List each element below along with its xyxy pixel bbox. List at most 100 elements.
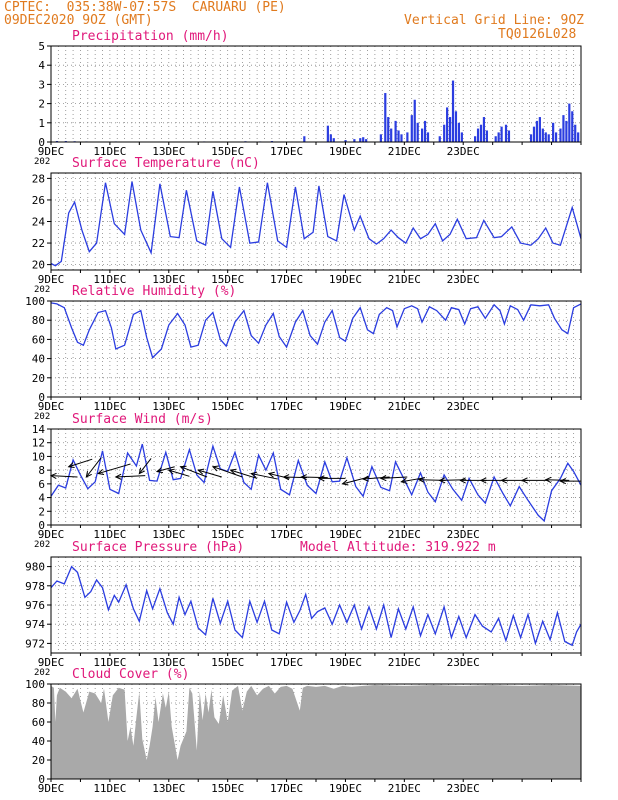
- cloud-ytick-label: 80: [32, 697, 45, 710]
- cloud-xtick-label: 19DEC: [329, 782, 362, 795]
- precip-bar: [365, 139, 368, 142]
- precip-bar: [443, 124, 446, 142]
- temp-ytick-label: 20: [32, 259, 45, 272]
- rh-xtick-label: 11DEC: [93, 400, 126, 413]
- press-xtick-label: 9DEC: [38, 656, 65, 669]
- wind-ytick-label: 14: [32, 423, 46, 436]
- cloud-ytick-label: 60: [32, 716, 45, 729]
- precip-bar: [554, 132, 558, 142]
- press-ytick-label: 978: [25, 580, 45, 593]
- rh-ytick-label: 0: [38, 391, 45, 404]
- cloud-xtick-label: 13DEC: [152, 782, 185, 795]
- precip-bar: [559, 128, 562, 142]
- wind-xtick-label: 17DEC: [270, 528, 303, 541]
- temp-ytick-label: 28: [32, 172, 45, 185]
- temp-ytick-label: 24: [32, 216, 46, 229]
- cloud-ytick-label: 20: [32, 754, 45, 767]
- wind-arrow-head: [559, 478, 567, 485]
- precip-bar: [541, 128, 544, 142]
- rh-xtick-label: 17DEC: [270, 400, 303, 413]
- precip-bar: [416, 122, 419, 142]
- press-ytick-label: 980: [25, 561, 45, 574]
- wind-arrow: [212, 466, 243, 478]
- wind-arrow: [138, 458, 152, 474]
- precip-ytick-label: 1: [38, 117, 45, 130]
- precip-bar: [474, 136, 477, 142]
- rh-ytick-label: 100: [25, 295, 45, 308]
- precip-bar: [538, 117, 541, 142]
- precip-bar: [384, 93, 387, 142]
- press-xtick-label: 15DEC: [211, 656, 244, 669]
- precip-bar: [332, 138, 335, 142]
- precip-bar: [457, 122, 461, 142]
- wind-arrow-head: [85, 471, 92, 478]
- precip-bar: [410, 115, 413, 142]
- cloud-title: Cloud Cover (%): [72, 667, 190, 682]
- precip-bar: [390, 128, 393, 142]
- wind-arrow: [251, 473, 278, 480]
- precip-bar: [571, 111, 574, 142]
- precip-bar: [379, 134, 382, 142]
- wind-arrow-head: [114, 473, 122, 480]
- press-ytick-label: 974: [25, 618, 45, 631]
- precip-bar: [406, 132, 409, 142]
- press-title: Surface Pressure (hPa): [72, 540, 245, 555]
- precip-bar: [454, 111, 458, 142]
- rh-ytick-label: 20: [32, 372, 45, 385]
- wind-arrow-head: [197, 468, 205, 475]
- temp-title: Surface Temperature (nC): [72, 156, 260, 171]
- precip-bar: [362, 137, 365, 142]
- wind-ytick-label: 6: [38, 478, 45, 491]
- precip-bar: [423, 120, 427, 142]
- precip-title: Precipitation (mm/h): [72, 29, 229, 44]
- wind-xtick-label: 23DEC: [447, 528, 480, 541]
- press-xtick-label: 19DEC: [329, 656, 362, 669]
- wind-title: Surface Wind (m/s): [72, 412, 213, 427]
- precip-bar: [544, 132, 547, 142]
- precip-bar: [446, 107, 449, 142]
- cloud-ytick-label: 0: [38, 773, 45, 786]
- press-model-altitude: Model Altitude: 319.922 m: [300, 540, 496, 555]
- wind-arrow: [198, 469, 222, 478]
- wind-arrow-head: [211, 465, 219, 472]
- precip-ytick-label: 3: [38, 78, 45, 91]
- wind-arrow-head: [544, 476, 552, 483]
- wind-arrow: [180, 466, 208, 478]
- wind-arrow-head: [438, 477, 446, 484]
- precip-bar: [421, 128, 424, 142]
- temp-xtick-label: 13DEC: [152, 273, 185, 286]
- wind-arrow-head: [67, 462, 75, 469]
- rh-xtick-label: 9DEC: [38, 400, 65, 413]
- precip-bar: [494, 136, 497, 142]
- precip-xtick-label: 11DEC: [93, 145, 126, 158]
- header-date: 09DEC2020 9OZ (GMT): [4, 13, 153, 28]
- precip-bar: [482, 117, 486, 142]
- precip-bar: [413, 99, 416, 142]
- precip-bar: [326, 125, 329, 142]
- header-location: CPTEC: 035:38W-07:57S CARUARU (PE): [4, 0, 286, 15]
- wind-arrow-head: [229, 468, 237, 475]
- temp-xtick-label: 15DEC: [211, 273, 244, 286]
- precip-bar: [387, 117, 390, 142]
- press-xtick-label: 21DEC: [388, 656, 421, 669]
- wind-xtick-label: 19DEC: [329, 528, 362, 541]
- wind-xtick-label: 13DEC: [152, 528, 185, 541]
- cloud-xtick-label: 11DEC: [93, 782, 126, 795]
- wind-xtick-label: 15DEC: [211, 528, 244, 541]
- precip-bar: [535, 120, 539, 142]
- wind-xtick-label: 21DEC: [388, 528, 421, 541]
- precip-bar: [426, 132, 430, 142]
- precip-bar: [329, 134, 332, 142]
- wind-arrow-head: [179, 465, 187, 472]
- header-grid-note: Vertical Grid Line: 9OZ: [404, 13, 585, 28]
- cloud-xtick-label: 9DEC: [38, 782, 65, 795]
- precip-bar: [479, 124, 483, 142]
- precip-bar: [460, 132, 463, 142]
- wind-arrow-head: [250, 471, 258, 478]
- wind-arrow-head: [138, 467, 145, 475]
- temp-xtick-label: 21DEC: [388, 273, 421, 286]
- precip-xtick-label: 21DEC: [388, 145, 421, 158]
- wind-xtick-label: 9DEC: [38, 528, 65, 541]
- rh-xtick-label: 23DEC: [447, 400, 480, 413]
- wind-arrow: [50, 475, 78, 478]
